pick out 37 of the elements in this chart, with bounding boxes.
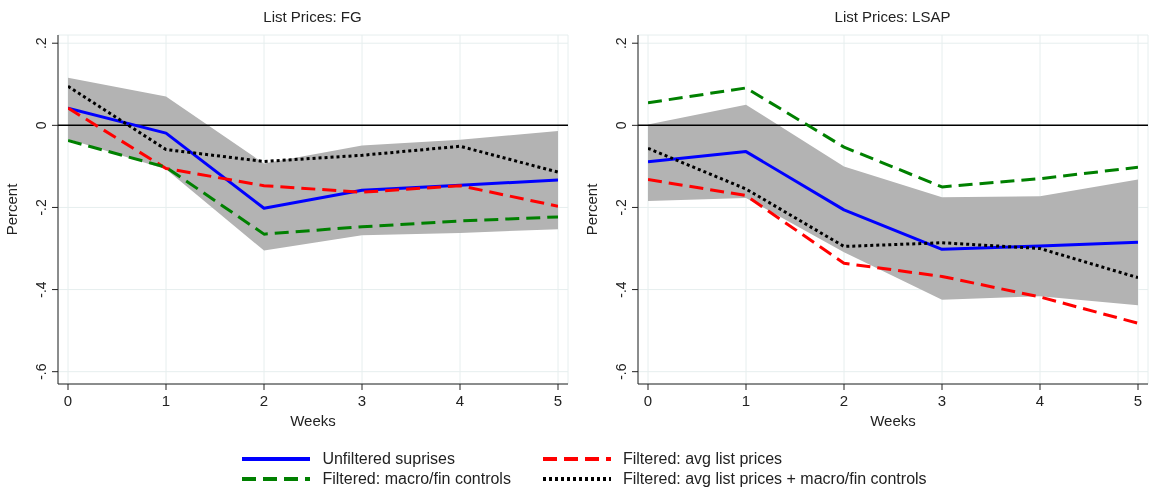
chart-title: List Prices: LSAP (833, 8, 952, 25)
y-tick-label: .2 (613, 37, 629, 50)
x-tick-label: 2 (259, 392, 269, 409)
legend-label: Unfiltered suprises (322, 450, 455, 468)
y-tick-label: -.6 (613, 363, 629, 380)
line-series (68, 139, 558, 236)
x-tick-label: 4 (1035, 392, 1045, 409)
line-series (648, 150, 1138, 251)
y-tick-label: 0 (613, 121, 629, 130)
x-tick-label: 1 (161, 392, 171, 409)
y-tick-label: -.2 (613, 199, 629, 216)
x-tick-label: 3 (937, 392, 947, 409)
y-tick-label: -.2 (33, 199, 49, 216)
x-tick-label: 0 (643, 392, 653, 409)
chart-title: List Prices: FG (262, 8, 363, 25)
x-tick-label: 1 (741, 392, 751, 409)
x-tick-label: 4 (455, 392, 465, 409)
y-tick-label: -.6 (33, 363, 49, 380)
x-tick-label: 2 (839, 392, 849, 409)
y-tick-label: -.4 (613, 281, 629, 298)
x-axis-title: Weeks (870, 412, 916, 429)
line-series (648, 146, 1138, 280)
y-tick-label: 0 (33, 121, 49, 130)
legend-label: Filtered: avg list prices (622, 450, 783, 468)
x-tick-label: 5 (553, 392, 563, 409)
y-axis-title: Percent (3, 182, 21, 236)
line-series (648, 178, 1138, 325)
x-tick-label: 3 (357, 392, 367, 409)
y-axis-title: Percent (583, 182, 601, 236)
x-tick-label: 5 (1133, 392, 1143, 409)
line-series (648, 86, 1138, 189)
x-tick-label: 0 (63, 392, 73, 409)
legend-label: Filtered: macro/fin controls (322, 470, 511, 488)
legend-label: Filtered: avg list prices + macro/fin controls (622, 470, 927, 488)
x-axis-title: Weeks (290, 412, 336, 429)
y-tick-label: -.4 (33, 281, 49, 298)
y-tick-label: .2 (33, 37, 49, 50)
